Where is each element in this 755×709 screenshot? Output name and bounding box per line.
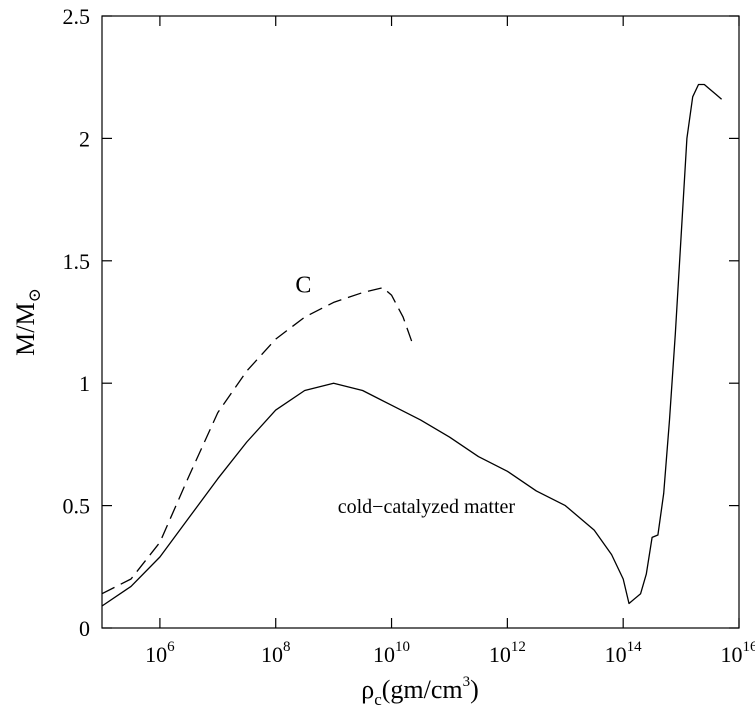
x-axis-label: ρc(gm/cm3) xyxy=(361,674,479,709)
x-tick-labels: 106 108 1010 1012 1014 1016 xyxy=(145,639,755,667)
x-tick-label: 106 xyxy=(145,639,175,667)
y-tick-label: 1 xyxy=(79,371,90,396)
x-tick-label: 1010 xyxy=(373,639,410,667)
y-tick-label: 2 xyxy=(79,126,90,151)
x-tick-label: 108 xyxy=(261,639,291,667)
y-tick-label: 0 xyxy=(79,616,90,641)
tick-marks xyxy=(102,15,740,629)
x-tick-label: 1012 xyxy=(489,639,526,667)
data-series xyxy=(101,83,723,607)
y-tick-label: 2.5 xyxy=(63,4,91,29)
annotation-c: C xyxy=(295,273,311,299)
x-tick-label: 1016 xyxy=(721,639,755,667)
y-tick-labels: 0 0.5 1 1.5 2 2.5 xyxy=(63,4,91,641)
y-tick-label: 0.5 xyxy=(63,494,91,519)
series-line-solid xyxy=(101,83,723,607)
y-tick-label: 1.5 xyxy=(63,249,91,274)
plot-frame xyxy=(101,15,740,629)
y-axis-label: M/M⊙ xyxy=(11,288,44,356)
x-tick-label: 1014 xyxy=(605,639,643,667)
annotation-cold-catalyzed: cold−catalyzed matter xyxy=(338,496,516,518)
series-line-dashed xyxy=(101,287,413,595)
